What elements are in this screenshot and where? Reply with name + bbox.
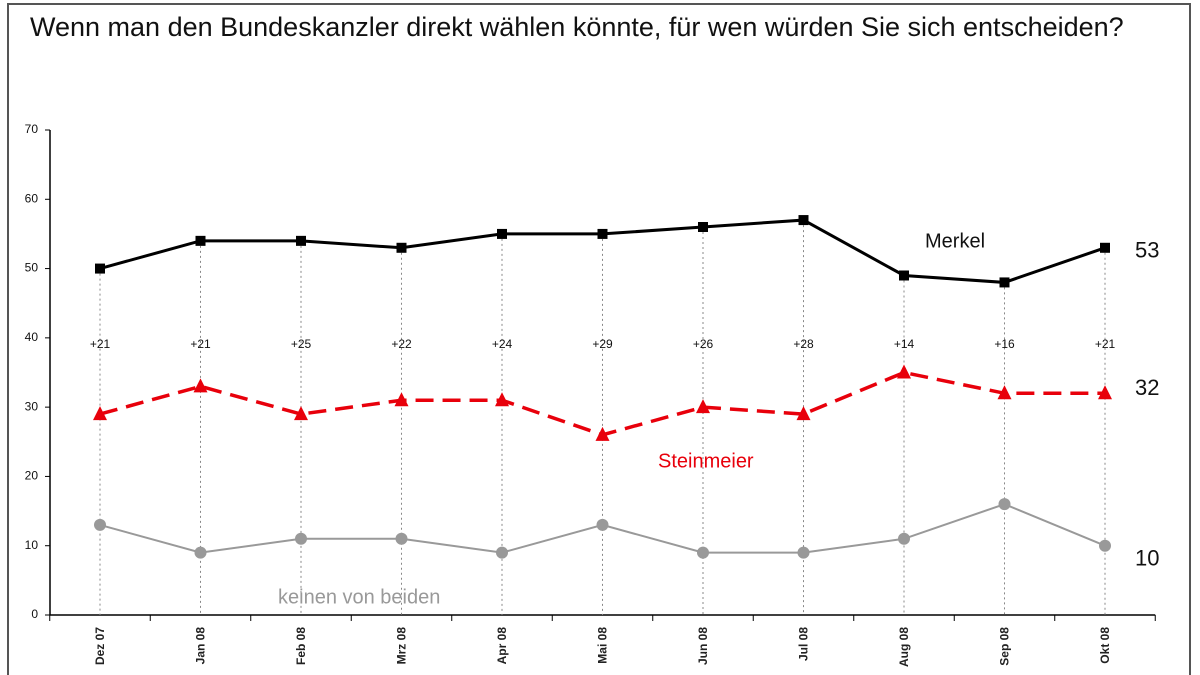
y-tick-label: 30 [25,399,39,413]
series-name: Merkel [925,230,985,252]
x-tick-label: Jun 08 [696,627,710,665]
difference-label: +21 [1095,337,1116,351]
x-tick-label: Sep 08 [998,627,1012,666]
difference-label: +21 [90,337,111,351]
difference-label: +25 [291,337,312,351]
end-value-label: 32 [1135,375,1159,400]
marker [595,426,610,441]
title-box: Wenn man den Bundeskanzler direkt wählen… [30,12,1124,42]
marker [194,546,207,559]
difference-label: +22 [391,337,412,351]
marker [95,263,105,274]
x-tick-label: Jan 08 [194,627,208,665]
marker [94,518,106,531]
y-tick-label: 70 [25,122,39,136]
marker [1100,242,1110,253]
x-tick-label: Aug 08 [897,627,911,667]
x-tick-label: Mrz 08 [395,627,409,665]
marker [1098,385,1112,400]
marker [497,228,507,239]
marker [496,546,508,559]
y-tick-label: 60 [25,191,39,205]
end-value-label: 53 [1135,238,1159,263]
marker [193,378,208,393]
difference-label: +29 [592,337,613,351]
marker [396,242,407,253]
difference-label: +24 [492,337,513,351]
end-value-label: 10 [1135,546,1159,571]
y-tick-label: 20 [25,469,39,483]
y-tick-label: 50 [25,261,39,275]
x-tick-label: Okt 08 [1098,627,1112,664]
marker [899,270,909,281]
marker [698,222,708,232]
series-name: Steinmeier [658,450,754,472]
marker [898,532,910,545]
marker [796,406,811,421]
marker [296,235,306,246]
marker [195,235,206,246]
y-tick-label: 40 [25,330,39,344]
x-tick-label: Dez 07 [93,627,107,665]
x-tick-label: Jul 08 [797,627,811,661]
y-tick-label: 0 [31,607,38,621]
marker [597,228,608,239]
marker [495,392,509,407]
difference-label: +14 [894,337,915,351]
chart-title: Wenn man den Bundeskanzler direkt wählen… [30,12,1124,42]
series-name: keinen von beiden [278,586,440,608]
marker [295,532,307,545]
x-tick-label: Apr 08 [495,627,509,665]
marker [797,546,810,559]
x-tick-label: Mai 08 [596,627,610,664]
marker [1099,539,1111,552]
y-tick-label: 10 [25,538,39,552]
x-tick-label: Feb 08 [294,627,308,665]
marker [999,277,1010,288]
marker [596,518,609,531]
frame [7,3,1191,675]
difference-label: +26 [693,337,714,351]
marker [798,215,809,226]
marker [93,406,107,421]
difference-label: +28 [793,337,814,351]
marker [697,546,709,559]
marker [395,532,408,545]
marker [997,385,1012,400]
marker [998,498,1011,511]
marker [897,364,911,379]
marker [696,399,710,414]
difference-label: +16 [994,337,1015,351]
marker [294,406,308,421]
difference-label: +21 [190,337,211,351]
marker [394,392,409,407]
